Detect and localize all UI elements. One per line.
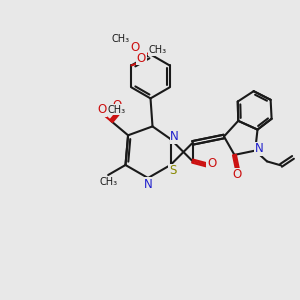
Text: CH₃: CH₃ <box>108 105 126 115</box>
Text: N: N <box>255 142 263 155</box>
Text: CH₃: CH₃ <box>99 177 117 187</box>
Text: O: O <box>137 52 146 65</box>
Text: S: S <box>169 164 176 178</box>
Text: O: O <box>97 103 106 116</box>
Text: O: O <box>130 41 139 54</box>
Text: O: O <box>207 157 216 169</box>
Text: O: O <box>112 99 122 112</box>
Text: N: N <box>144 178 152 190</box>
Text: O: O <box>233 168 242 181</box>
Text: CH₃: CH₃ <box>112 34 130 44</box>
Text: CH₃: CH₃ <box>148 45 166 56</box>
Text: N: N <box>170 130 179 143</box>
